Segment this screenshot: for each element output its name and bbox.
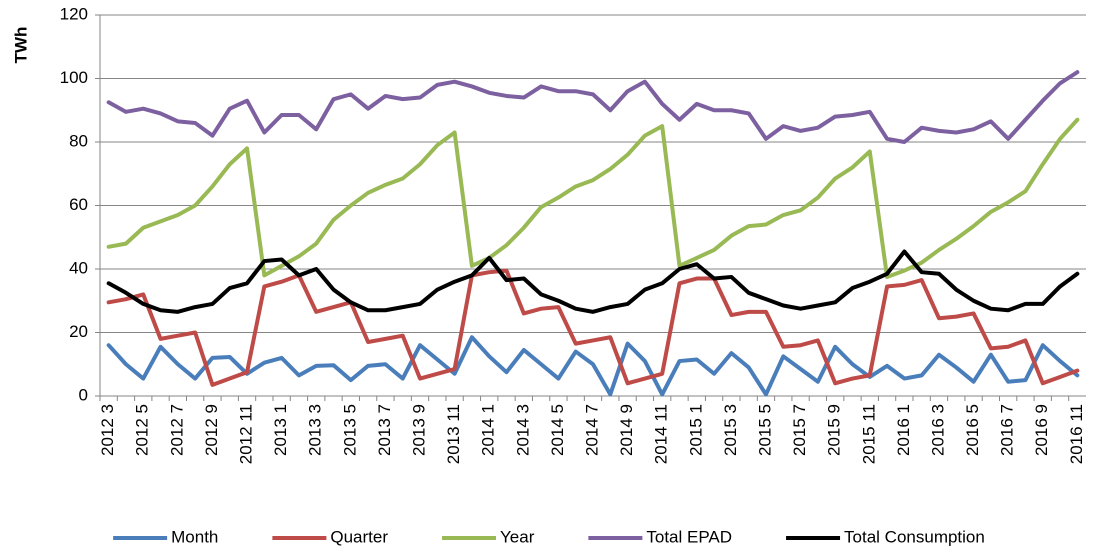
series-line — [106, 268, 1080, 387]
x-tick-label: 2016 11 — [1067, 404, 1086, 464]
x-tick-label: 2016 3 — [928, 404, 947, 456]
x-tick-label: 2014 7 — [582, 404, 601, 456]
x-tick-label: 2015 3 — [721, 404, 740, 456]
y-tick-label: 80 — [69, 131, 88, 150]
x-tick-label: 2016 7 — [998, 404, 1017, 456]
x-tick-label: 2016 9 — [1032, 404, 1051, 456]
x-tick-label: 2013 11 — [444, 404, 463, 464]
x-tick-label: 2012 11 — [237, 404, 256, 464]
series-line — [106, 249, 1080, 314]
y-tick-label: 100 — [60, 68, 88, 87]
y-tick-label: 120 — [60, 4, 88, 23]
y-tick-label: 60 — [69, 195, 88, 214]
x-tick-label: 2016 5 — [963, 404, 982, 456]
legend-label: Month — [171, 527, 218, 546]
x-tick-label: 2015 11 — [859, 404, 878, 464]
x-tick-label: 2014 5 — [548, 404, 567, 456]
y-axis-label: TWh — [11, 27, 30, 64]
x-tick-label: 2015 7 — [790, 404, 809, 456]
x-tick-label: 2015 9 — [825, 404, 844, 456]
legend-label: Quarter — [330, 527, 388, 546]
legend-label: Total EPAD — [646, 527, 732, 546]
x-tick-label: 2012 7 — [167, 404, 186, 456]
legend-label: Total Consumption — [844, 527, 985, 546]
x-tick-label: 2012 3 — [98, 404, 117, 456]
y-tick-label: 20 — [69, 322, 88, 341]
series-line — [106, 117, 1080, 279]
x-tick-label: 2013 5 — [340, 404, 359, 456]
series-line — [106, 70, 1080, 144]
x-tick-label: 2014 1 — [479, 404, 498, 456]
x-tick-label: 2014 9 — [617, 404, 636, 456]
x-tick-label: 2012 5 — [133, 404, 152, 456]
x-tick-label: 2013 7 — [375, 404, 394, 456]
x-tick-label: 2012 9 — [202, 404, 221, 456]
x-tick-label: 2014 11 — [652, 404, 671, 464]
x-tick-label: 2016 1 — [894, 404, 913, 456]
series-line — [106, 335, 1080, 397]
legend-label: Year — [500, 527, 535, 546]
x-tick-label: 2015 5 — [755, 404, 774, 456]
x-tick-label: 2015 1 — [686, 404, 705, 456]
x-tick-label: 2013 1 — [271, 404, 290, 456]
x-tick-label: 2013 3 — [306, 404, 325, 456]
x-tick-label: 2013 9 — [410, 404, 429, 456]
y-tick-label: 40 — [69, 258, 88, 277]
y-tick-label: 0 — [79, 385, 88, 404]
x-tick-label: 2014 3 — [513, 404, 532, 456]
